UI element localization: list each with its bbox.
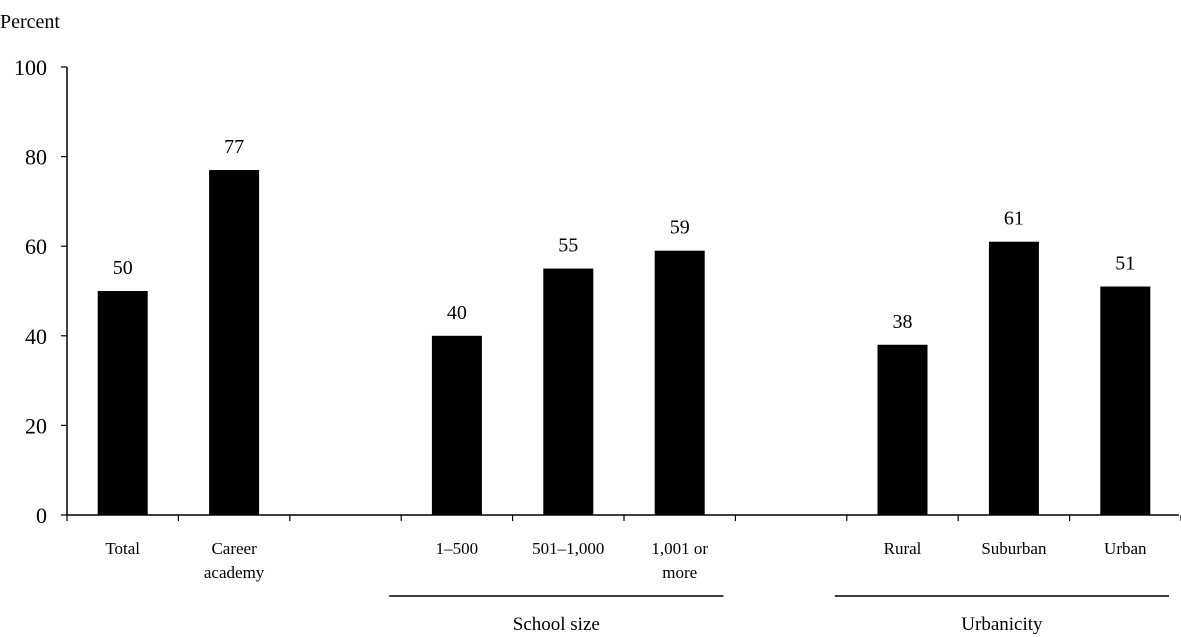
bar	[877, 344, 928, 515]
category-labels: Total Career academy 1–500 501–1,000 1,001 or…	[105, 539, 1147, 582]
bar	[97, 291, 148, 515]
y-tick-label: 20	[25, 413, 47, 438]
bar-value-label: 55	[558, 235, 578, 257]
bar	[543, 268, 594, 515]
bar-value-label: 59	[670, 217, 690, 239]
y-axis-ticks: 0 20 40 60 80 100	[14, 55, 67, 528]
bar	[988, 241, 1039, 515]
category-label: Career	[211, 539, 257, 558]
category-label: 501–1,000	[532, 539, 604, 558]
category-label: Suburban	[981, 539, 1047, 558]
y-tick-label: 0	[36, 503, 47, 528]
bar	[431, 335, 482, 515]
bars	[97, 170, 1151, 516]
bar-value-label: 51	[1115, 253, 1135, 275]
category-label: 1–500	[436, 539, 479, 558]
category-label: 1,001 or	[651, 539, 708, 558]
category-label: more	[662, 563, 697, 582]
bar-value-label: 77	[224, 136, 244, 158]
bar-value-label: 50	[113, 257, 133, 279]
bar	[209, 170, 260, 516]
category-label: Total	[105, 539, 140, 558]
category-label: academy	[204, 563, 265, 582]
y-tick-label: 80	[25, 145, 47, 170]
bar-value-label: 61	[1004, 208, 1024, 230]
category-label: Urban	[1104, 539, 1147, 558]
category-label: Rural	[884, 539, 922, 558]
bar	[1100, 286, 1151, 515]
group-labels: School size Urbanicity	[389, 595, 1169, 635]
y-tick-label: 60	[25, 234, 47, 259]
bar-value-label: 40	[447, 302, 467, 324]
value-labels: 50 77 40 55 59 38 61 51	[113, 136, 1136, 333]
y-tick-label: 100	[14, 55, 47, 80]
y-tick-label: 40	[25, 324, 47, 349]
group-label: School size	[513, 614, 600, 635]
y-axis-label: Percent	[0, 11, 60, 33]
bar	[654, 250, 705, 515]
group-label: Urbanicity	[961, 614, 1043, 635]
bar-value-label: 38	[893, 311, 913, 333]
